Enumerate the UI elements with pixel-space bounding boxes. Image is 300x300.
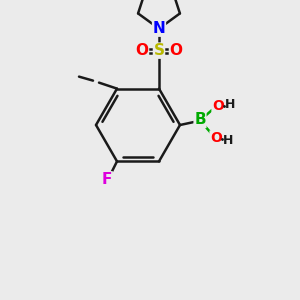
Text: B: B (194, 112, 206, 128)
Text: O: O (169, 43, 182, 58)
Text: S: S (154, 43, 164, 58)
Text: H: H (225, 98, 235, 112)
Text: O: O (136, 43, 148, 58)
Text: N: N (153, 21, 165, 36)
Text: O: O (212, 99, 224, 113)
Text: F: F (102, 172, 112, 187)
Text: O: O (210, 131, 222, 145)
Text: H: H (223, 134, 233, 146)
